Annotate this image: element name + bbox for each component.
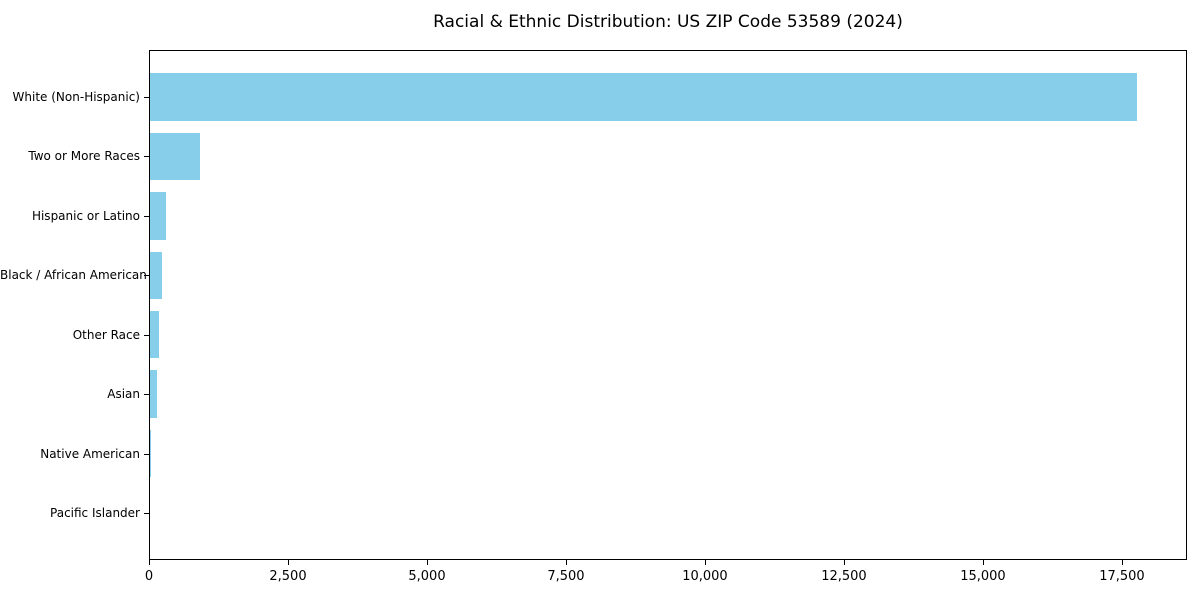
x-tick-mark [426, 560, 428, 565]
bar [150, 132, 201, 181]
y-tick-mark [144, 215, 149, 217]
x-tick-label: 12,500 [821, 569, 867, 584]
x-tick-mark [565, 560, 567, 565]
y-axis-label: Two or More Races [28, 149, 140, 164]
y-axis-label: Asian [107, 387, 140, 402]
y-tick-mark [144, 96, 149, 98]
y-tick-mark [144, 156, 149, 158]
x-tick-mark [287, 560, 289, 565]
bar [150, 192, 167, 240]
y-tick-mark [144, 334, 149, 336]
chart-title: Racial & Ethnic Distribution: US ZIP Cod… [433, 12, 903, 32]
x-tick-mark [843, 560, 845, 565]
bar [150, 429, 152, 478]
x-tick-mark [704, 560, 706, 565]
y-tick-mark [144, 453, 149, 455]
bar [150, 251, 162, 300]
y-axis-label: Hispanic or Latino [31, 208, 140, 223]
bar [150, 73, 1137, 121]
x-tick-label: 5,000 [408, 569, 446, 584]
y-axis-label: Black / African American [0, 268, 147, 283]
x-tick-mark [149, 560, 150, 565]
y-axis-label: Native American [40, 446, 140, 461]
y-axis-label: Pacific Islander [50, 506, 140, 521]
y-tick-mark [144, 275, 149, 277]
x-tick-label: 17,500 [1099, 569, 1145, 584]
x-tick-mark [982, 560, 984, 565]
bar [150, 310, 159, 359]
x-tick-label: 0 [144, 569, 154, 584]
plot-area [149, 50, 1187, 560]
x-tick-label: 7,500 [547, 569, 585, 584]
x-tick-mark [1121, 560, 1123, 565]
x-tick-label: 15,000 [960, 569, 1006, 584]
bar [150, 370, 158, 418]
y-tick-mark [144, 513, 149, 515]
y-axis-label: White (Non-Hispanic) [12, 89, 140, 104]
y-tick-mark [144, 394, 149, 396]
x-tick-label: 2,500 [269, 569, 307, 584]
y-axis-label: Other Race [72, 327, 140, 342]
x-tick-label: 10,000 [682, 569, 728, 584]
